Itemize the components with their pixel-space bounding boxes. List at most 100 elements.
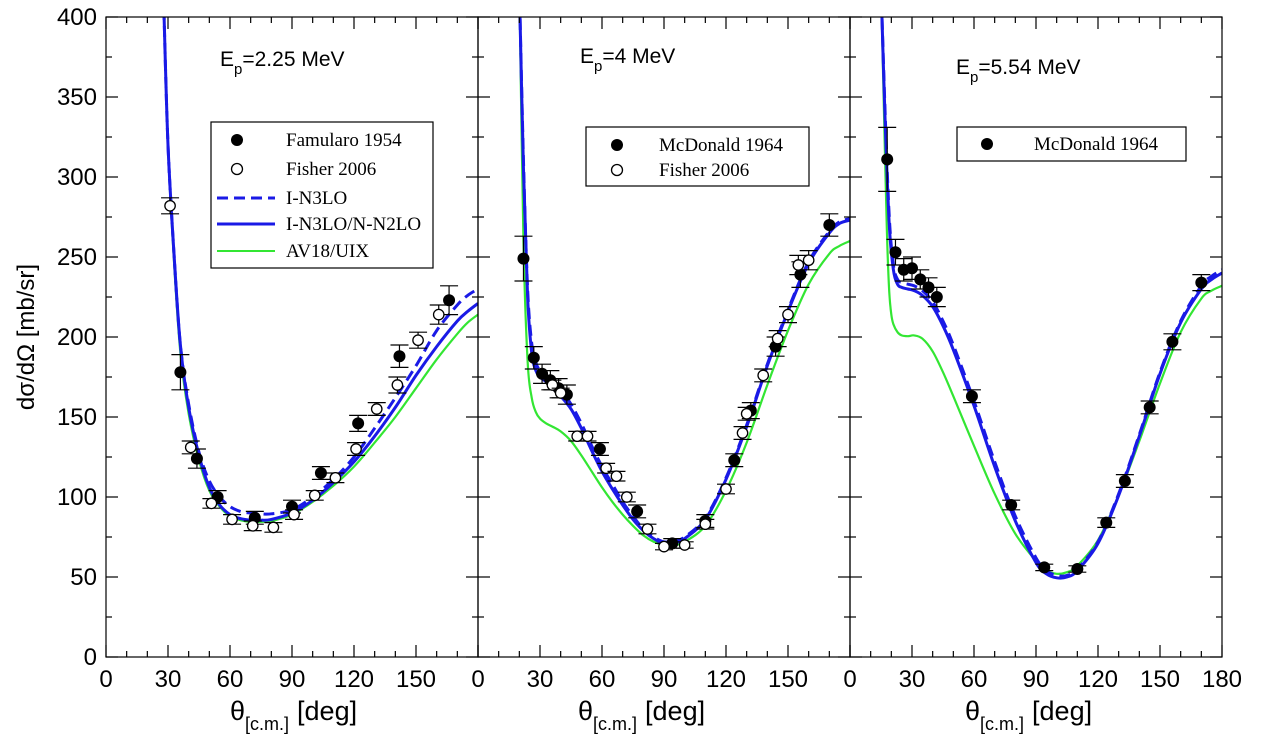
data-point-middle-fisher-2006 [737, 406, 756, 421]
y-tick-label: 0 [84, 644, 97, 671]
data-point-middle-fisher-2006 [655, 540, 673, 553]
y-tick-label: 300 [57, 164, 97, 191]
x-tick-label-left: 150 [396, 666, 436, 693]
panel-middle: 0 30 60 90 120 150 [471, 16, 851, 693]
x-tick-label-left: 0 [99, 666, 112, 693]
data-point-left-fisher-2006 [305, 489, 324, 502]
data-point-middle-mcdonald-1964 [820, 213, 839, 237]
data-point-middle-fisher-2006 [768, 330, 787, 348]
data-point-right-mcdonald-1964 [1068, 563, 1087, 575]
legend-left-label-in3lo-nn2lo: I-N3LO/N-N2LO [286, 214, 421, 235]
panel-middle-title-rest: =4 MeV [602, 45, 675, 68]
panel-left-title-rest: =2.25 MeV [242, 48, 344, 71]
x-tick-label-middle: 60 [589, 666, 616, 693]
y-tick-label: 150 [57, 404, 97, 431]
data-point-middle-mcdonald-1964 [628, 504, 647, 519]
data-point-left-fisher-2006 [223, 513, 242, 526]
x-tick-label-right: 150 [1140, 666, 1180, 693]
data-point-middle-mcdonald-1964 [590, 442, 609, 456]
legend-right-marker-mcdonald [981, 138, 993, 150]
legend-middle-box [585, 126, 810, 187]
data-point-middle-fisher-2006 [789, 254, 808, 276]
data-point-middle-mcdonald-1964 [514, 235, 533, 282]
legend-left-label-famularo: Famularo 1954 [286, 130, 402, 151]
x-axis-label-left: θ[c.m.] [deg] [230, 696, 357, 734]
curve-left-i-n3lo [162, 17, 478, 516]
data-point-left-fisher-2006 [243, 519, 262, 532]
x-tick-label-right: 90 [1023, 666, 1050, 693]
x-tick-label-middle: 0 [471, 666, 484, 693]
x-tick-label-left: 120 [334, 666, 374, 693]
data-point-left-fisher-2006 [202, 497, 221, 510]
data-point-left-famularo-1954 [171, 354, 190, 391]
data-point-right-mcdonald-1964 [1035, 561, 1054, 574]
data-point-right-mcdonald-1964 [1163, 333, 1182, 351]
data-point-left-fisher-2006 [181, 440, 200, 455]
x-tick-label-right: 120 [1078, 666, 1118, 693]
panel-right-title-rest: =5.54 MeV [978, 56, 1080, 79]
x-tick-label-right: 30 [899, 666, 926, 693]
panel-middle-title: Ep=4 MeV [580, 45, 675, 75]
data-point-right-mcdonald-1964 [1002, 499, 1021, 511]
data-point-middle-fisher-2006 [799, 250, 818, 271]
panel-left-curves [162, 17, 478, 524]
data-point-middle-fisher-2006 [733, 426, 752, 440]
x-tick-label-left: 30 [155, 666, 182, 693]
data-point-middle-fisher-2006 [638, 523, 657, 535]
panel-middle-title-sub: p [594, 58, 602, 75]
legend-left-label-av18: AV18/UIX [286, 241, 369, 262]
curve-middle-i-n3lo-n-n2lo [518, 17, 850, 546]
x-tick-label-left: 60 [217, 666, 244, 693]
y-tick-label: 50 [70, 564, 97, 591]
data-point-right-mcdonald-1964 [878, 126, 897, 192]
data-point-left-fisher-2006 [347, 442, 366, 456]
data-point-right-mcdonald-1964 [911, 269, 930, 290]
panel-right-title-main: E [956, 56, 970, 79]
data-point-middle-mcdonald-1964 [725, 453, 744, 468]
data-point-middle-fisher-2006 [578, 430, 597, 443]
data-point-right-mcdonald-1964 [927, 286, 946, 308]
legend-middle-label-mcdonald: McDonald 1964 [659, 135, 784, 156]
data-point-left-famularo-1954 [349, 414, 368, 432]
data-point-left-fisher-2006 [409, 331, 428, 349]
legend-middle-marker-fisher [610, 163, 624, 177]
data-point-right-mcdonald-1964 [962, 389, 981, 404]
panel-right-title-sub: p [970, 69, 978, 86]
curve-right-av18-uix [880, 17, 1222, 575]
data-point-left-famularo-1954 [187, 448, 206, 469]
x-tick-label-right: 60 [961, 666, 988, 693]
panel-middle-title-main: E [580, 45, 594, 68]
data-point-left-fisher-2006 [161, 197, 180, 215]
legend-middle-label-fisher: Fisher 2006 [659, 160, 749, 181]
data-point-left-fisher-2006 [264, 521, 283, 534]
legend-middle: McDonald 1964 Fisher 2006 [585, 126, 810, 187]
legend-left: Famularo 1954 Fisher 2006 I-N3LO I-N3LO/… [210, 121, 434, 269]
x-tick-label-middle: 120 [706, 666, 746, 693]
legend-right-label-mcdonald: McDonald 1964 [1034, 134, 1159, 155]
y-tick-label: 350 [57, 84, 97, 111]
legend-right: McDonald 1964 [956, 126, 1187, 162]
data-point-right-mcdonald-1964 [1097, 516, 1116, 529]
data-point-left-fisher-2006 [285, 508, 304, 521]
x-tick-label-middle: 150 [768, 666, 808, 693]
data-point-left-fisher-2006 [326, 471, 345, 484]
panel-left-title-main: E [220, 48, 234, 71]
x-tick-label-right: 180 [1202, 666, 1242, 693]
data-point-right-mcdonald-1964 [1115, 474, 1134, 488]
data-point-middle-fisher-2006 [696, 518, 715, 531]
y-axis-label: dσ/dΩ [mb/sr] [13, 264, 40, 410]
y-tick-label: 200 [57, 324, 97, 351]
x-tick-label-left: 90 [279, 666, 306, 693]
data-point-middle-fisher-2006 [551, 387, 570, 399]
curve-left-i-n3lo-n-n2lo [162, 17, 478, 522]
panel-middle-frame [477, 16, 851, 658]
data-point-left-famularo-1954 [440, 285, 459, 316]
data-point-right-mcdonald-1964 [1140, 400, 1159, 415]
panel-left: 0 30 60 90 120 150 0 50 100 150 200 250 300 350 400 [57, 4, 479, 693]
curve-middle-av18-uix [518, 17, 850, 547]
legend-left-label-in3lo: I-N3LO [286, 188, 347, 209]
legend-left-marker-fisher [230, 162, 244, 176]
x-axis-label-right: θ[c.m.] [deg] [965, 696, 1092, 734]
x-tick-label-middle: 30 [527, 666, 554, 693]
data-point-middle-fisher-2006 [617, 491, 636, 503]
